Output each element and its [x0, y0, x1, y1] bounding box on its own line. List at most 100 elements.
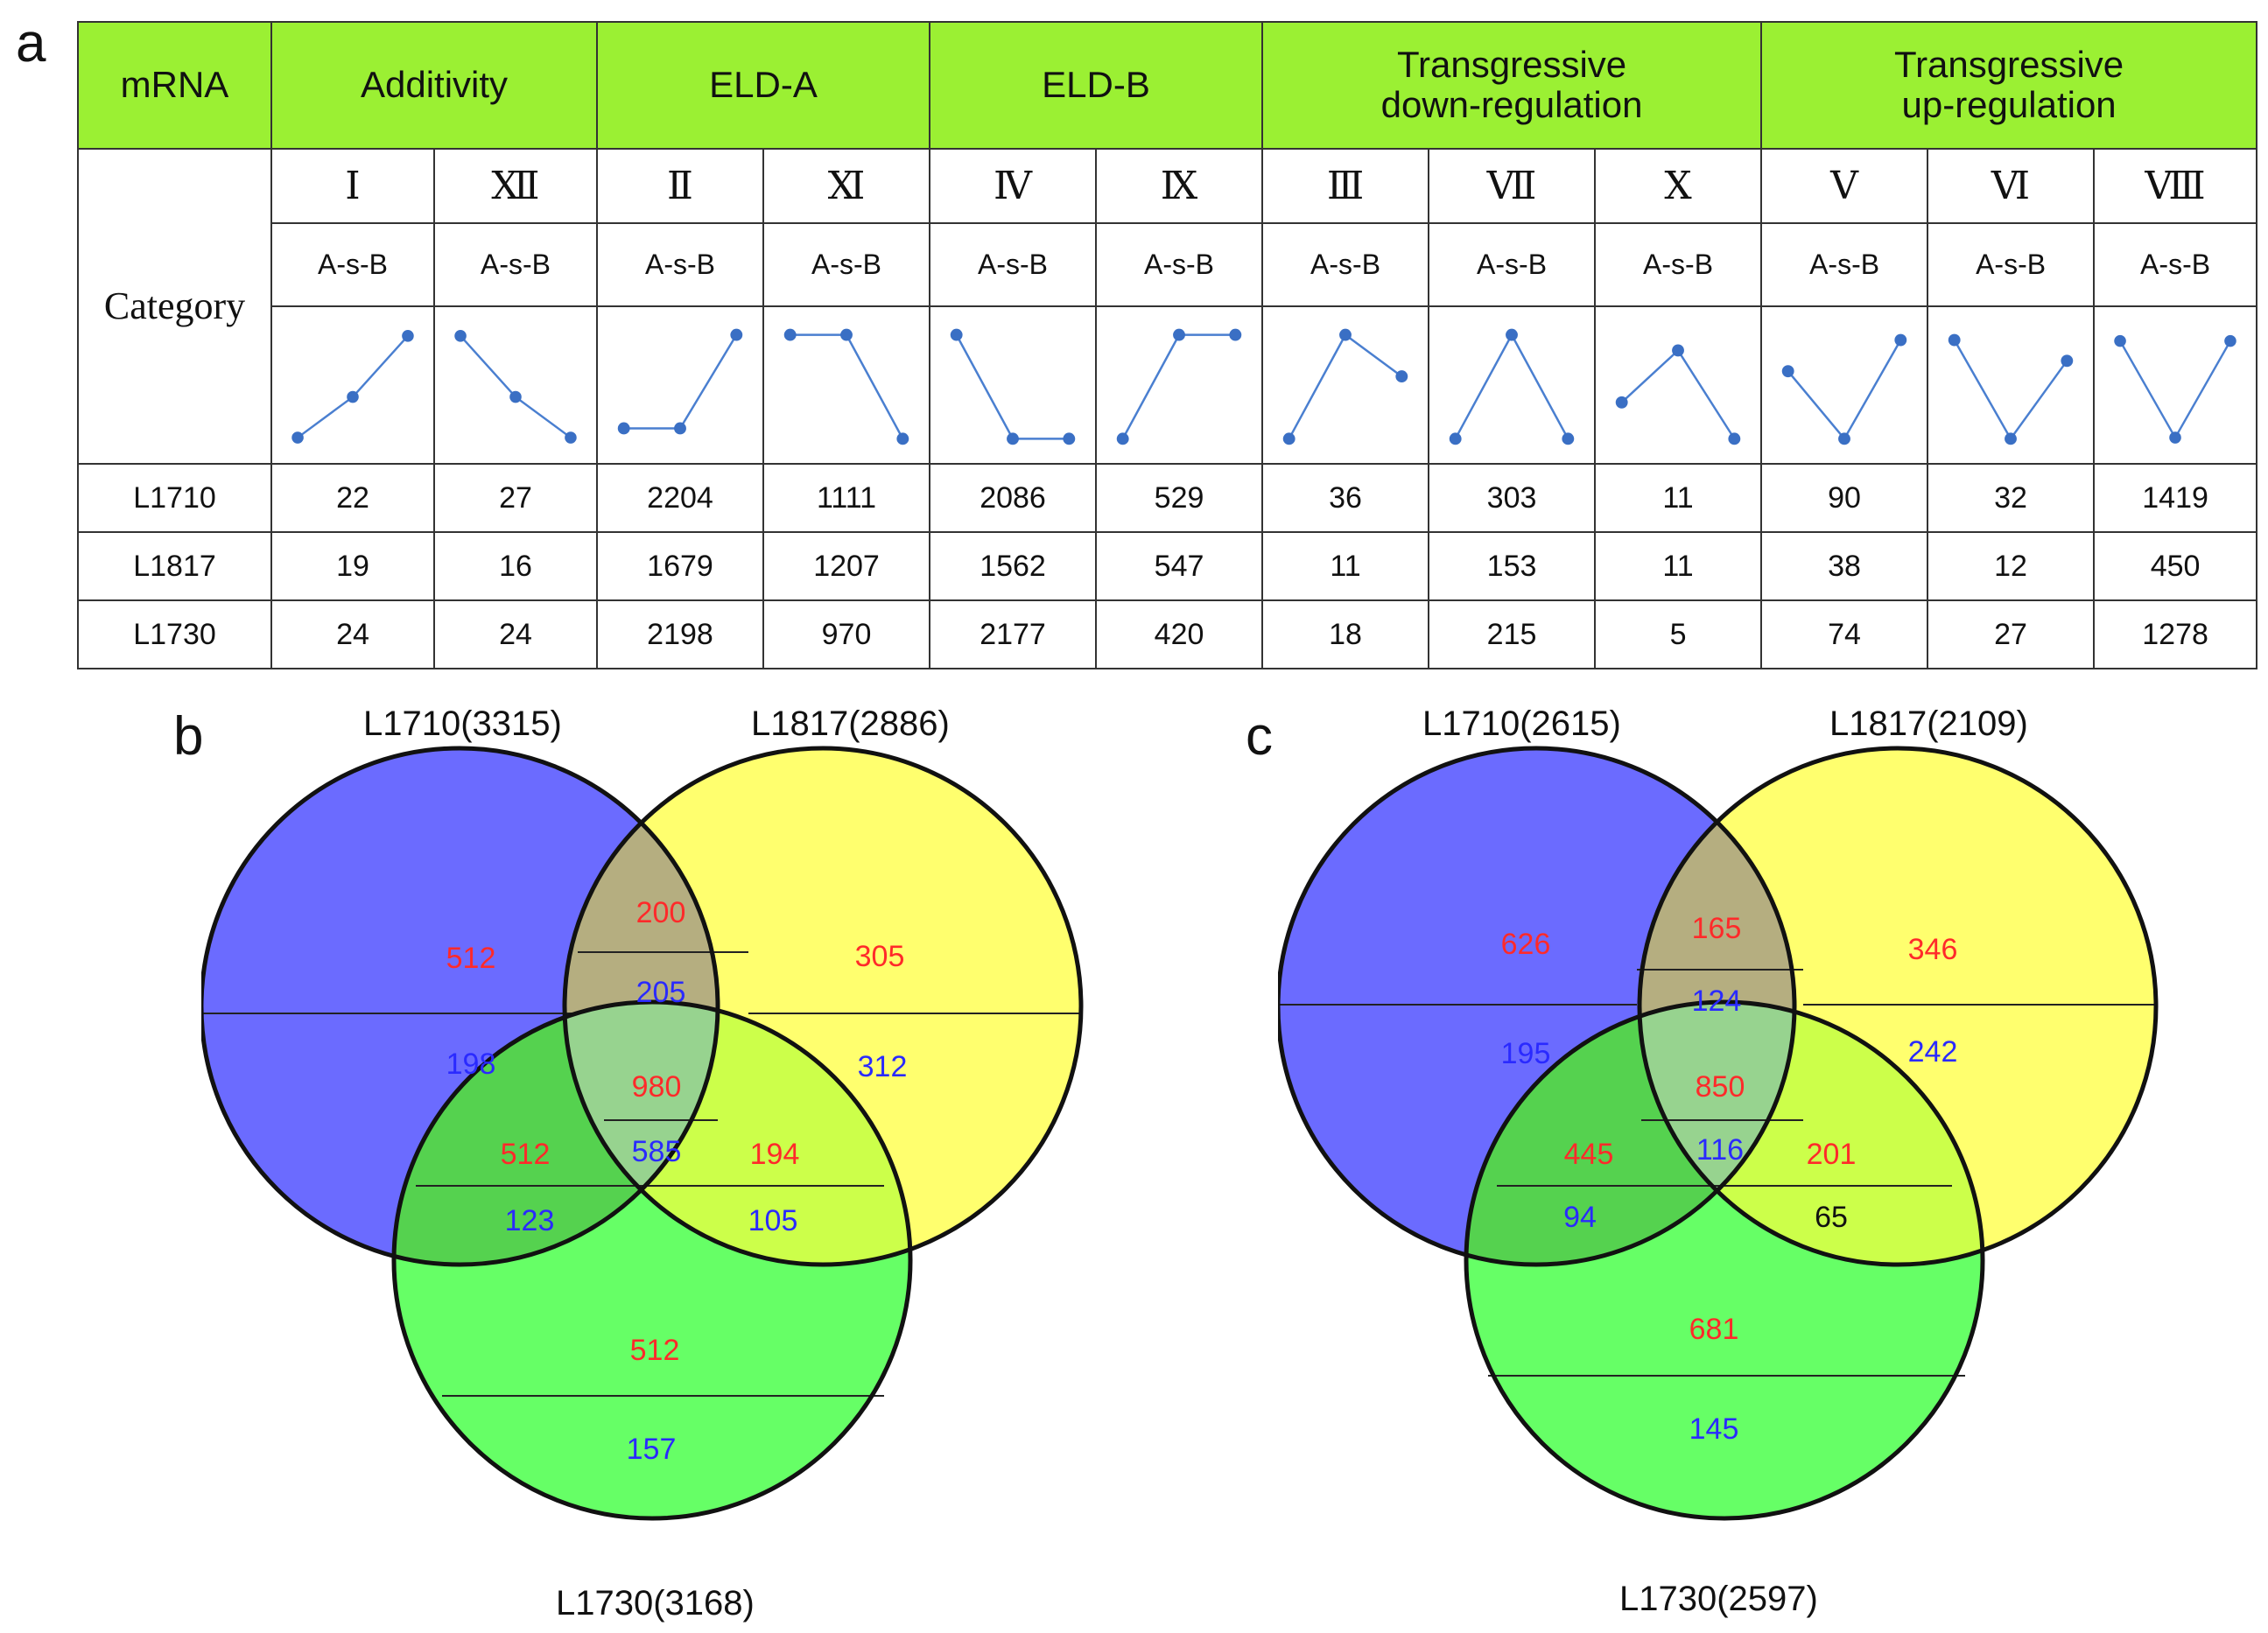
pattern-sparkline [1615, 344, 1741, 445]
divider-lines [201, 951, 1081, 1397]
count-c-only-sub: 157 [627, 1433, 677, 1466]
table-row: L1710 22 27 2204 1111 2086 529 36 303 11 90 32 1419 [77, 463, 2258, 534]
count-a-only-total: 512 [446, 942, 496, 975]
category-numeral: Ⅴ [1760, 147, 1929, 224]
pattern-sparkline [454, 330, 577, 444]
category-numeral: Ⅲ [1261, 147, 1430, 224]
pattern-line [1121, 333, 1236, 439]
count-c-only-sub: 145 [1689, 1412, 1739, 1446]
pattern-sparkline [1948, 333, 2074, 445]
table-cell: 2177 [929, 599, 1098, 669]
pattern-line [623, 334, 738, 430]
set-label-l1817: L1817(2109) [1829, 704, 2028, 743]
category-table: mRNA Additivity ELD-A ELD-B Transgressiv… [77, 21, 2258, 669]
category-numeral: Ⅸ [1095, 147, 1264, 224]
count-b-only-sub: 242 [1908, 1035, 1958, 1069]
table-cell: 24 [433, 599, 598, 669]
table-cell: 18 [1261, 599, 1430, 669]
pattern-point [1395, 370, 1408, 383]
pattern-point [1615, 396, 1628, 409]
set-label-l1710: L1710(3315) [363, 704, 562, 743]
count-abc-sub: 116 [1696, 1133, 1744, 1167]
pattern-point [730, 328, 743, 341]
count-bc-sub: 65 [1815, 1201, 1848, 1234]
pattern-point [454, 330, 467, 342]
pattern-point [291, 431, 304, 444]
category-pattern [270, 305, 435, 466]
table-cell: 11 [1261, 531, 1430, 601]
count-a-only-sub: 195 [1501, 1037, 1551, 1070]
venn-diagram-b: L1710(3315) L1817(2886) L1730(3168) 512 … [201, 704, 1084, 1622]
pattern-point [1781, 365, 1794, 378]
pattern-point [1282, 432, 1295, 445]
table-cell: 19 [270, 531, 435, 601]
category-asb-label: A-s-B [433, 221, 598, 307]
pattern-point [1672, 344, 1684, 357]
category-asb-label: A-s-B [1095, 221, 1264, 307]
category-asb-label: A-s-B [929, 221, 1098, 307]
pattern-point [840, 328, 853, 341]
row-label: L1817 [77, 531, 272, 601]
category-pattern [2093, 305, 2258, 466]
category-pattern [433, 305, 598, 466]
pattern-line [1787, 339, 1902, 441]
category-pattern [1927, 305, 2096, 466]
table-cell: 2198 [596, 599, 764, 669]
pattern-line [460, 335, 572, 439]
pattern-point [2114, 334, 2126, 347]
pattern-row [78, 305, 2258, 466]
category-numeral: Ⅳ [929, 147, 1098, 224]
count-ab-total: 200 [636, 896, 686, 929]
category-pattern [929, 305, 1098, 466]
pattern-point [1229, 328, 1242, 341]
category-pattern [762, 305, 931, 466]
category-pattern [1760, 305, 1929, 466]
header-eld-a: ELD-A [595, 21, 931, 150]
pattern-point [402, 330, 414, 342]
pattern-sparkline [783, 328, 909, 445]
table-cell: 215 [1428, 599, 1597, 669]
category-label: Category [77, 147, 272, 466]
pattern-line [1620, 348, 1736, 440]
pattern-point [509, 390, 522, 403]
pattern-line [1288, 333, 1403, 439]
pattern-point [783, 328, 797, 341]
category-pattern [1428, 305, 1597, 466]
table-cell: 32 [1927, 463, 2096, 534]
category-numeral: Ⅷ [2093, 147, 2258, 224]
table-cell: 2204 [596, 463, 764, 534]
pattern-point [1894, 333, 1907, 347]
table-cell: 1419 [2093, 463, 2258, 534]
table-cell: 153 [1428, 531, 1597, 601]
set-label-l1710: L1710(2615) [1422, 704, 1621, 743]
count-ac-sub: 94 [1563, 1201, 1597, 1234]
table-cell: 547 [1095, 531, 1264, 601]
table-cell: 11 [1594, 463, 1763, 534]
pattern-point [1173, 328, 1185, 341]
pattern-point [950, 328, 963, 341]
pattern-line [297, 335, 409, 439]
pattern-point [1562, 432, 1575, 445]
category-asb-label: A-s-B [1261, 221, 1430, 307]
count-ab-sub: 205 [636, 976, 686, 1009]
table-cell: 11 [1594, 531, 1763, 601]
pattern-point [2005, 432, 2017, 445]
count-bc-total: 201 [1807, 1138, 1857, 1171]
table-cell: 74 [1760, 599, 1929, 669]
table-cell: 529 [1095, 463, 1264, 534]
category-asb-label: A-s-B [270, 221, 435, 307]
pattern-point [1339, 328, 1352, 341]
pattern-point [1506, 328, 1518, 341]
pattern-line [1953, 339, 2068, 441]
table-cell: 1207 [762, 531, 931, 601]
table-cell: 970 [762, 599, 931, 669]
category-pattern [1095, 305, 1264, 466]
count-b-only-sub: 312 [858, 1050, 908, 1083]
pattern-sparkline [1116, 328, 1242, 445]
pattern-point [1116, 432, 1129, 445]
header-additivity: Additivity [270, 21, 598, 150]
table-cell: 24 [270, 599, 435, 669]
set-label-l1817: L1817(2886) [751, 704, 950, 743]
pattern-point [674, 422, 686, 435]
